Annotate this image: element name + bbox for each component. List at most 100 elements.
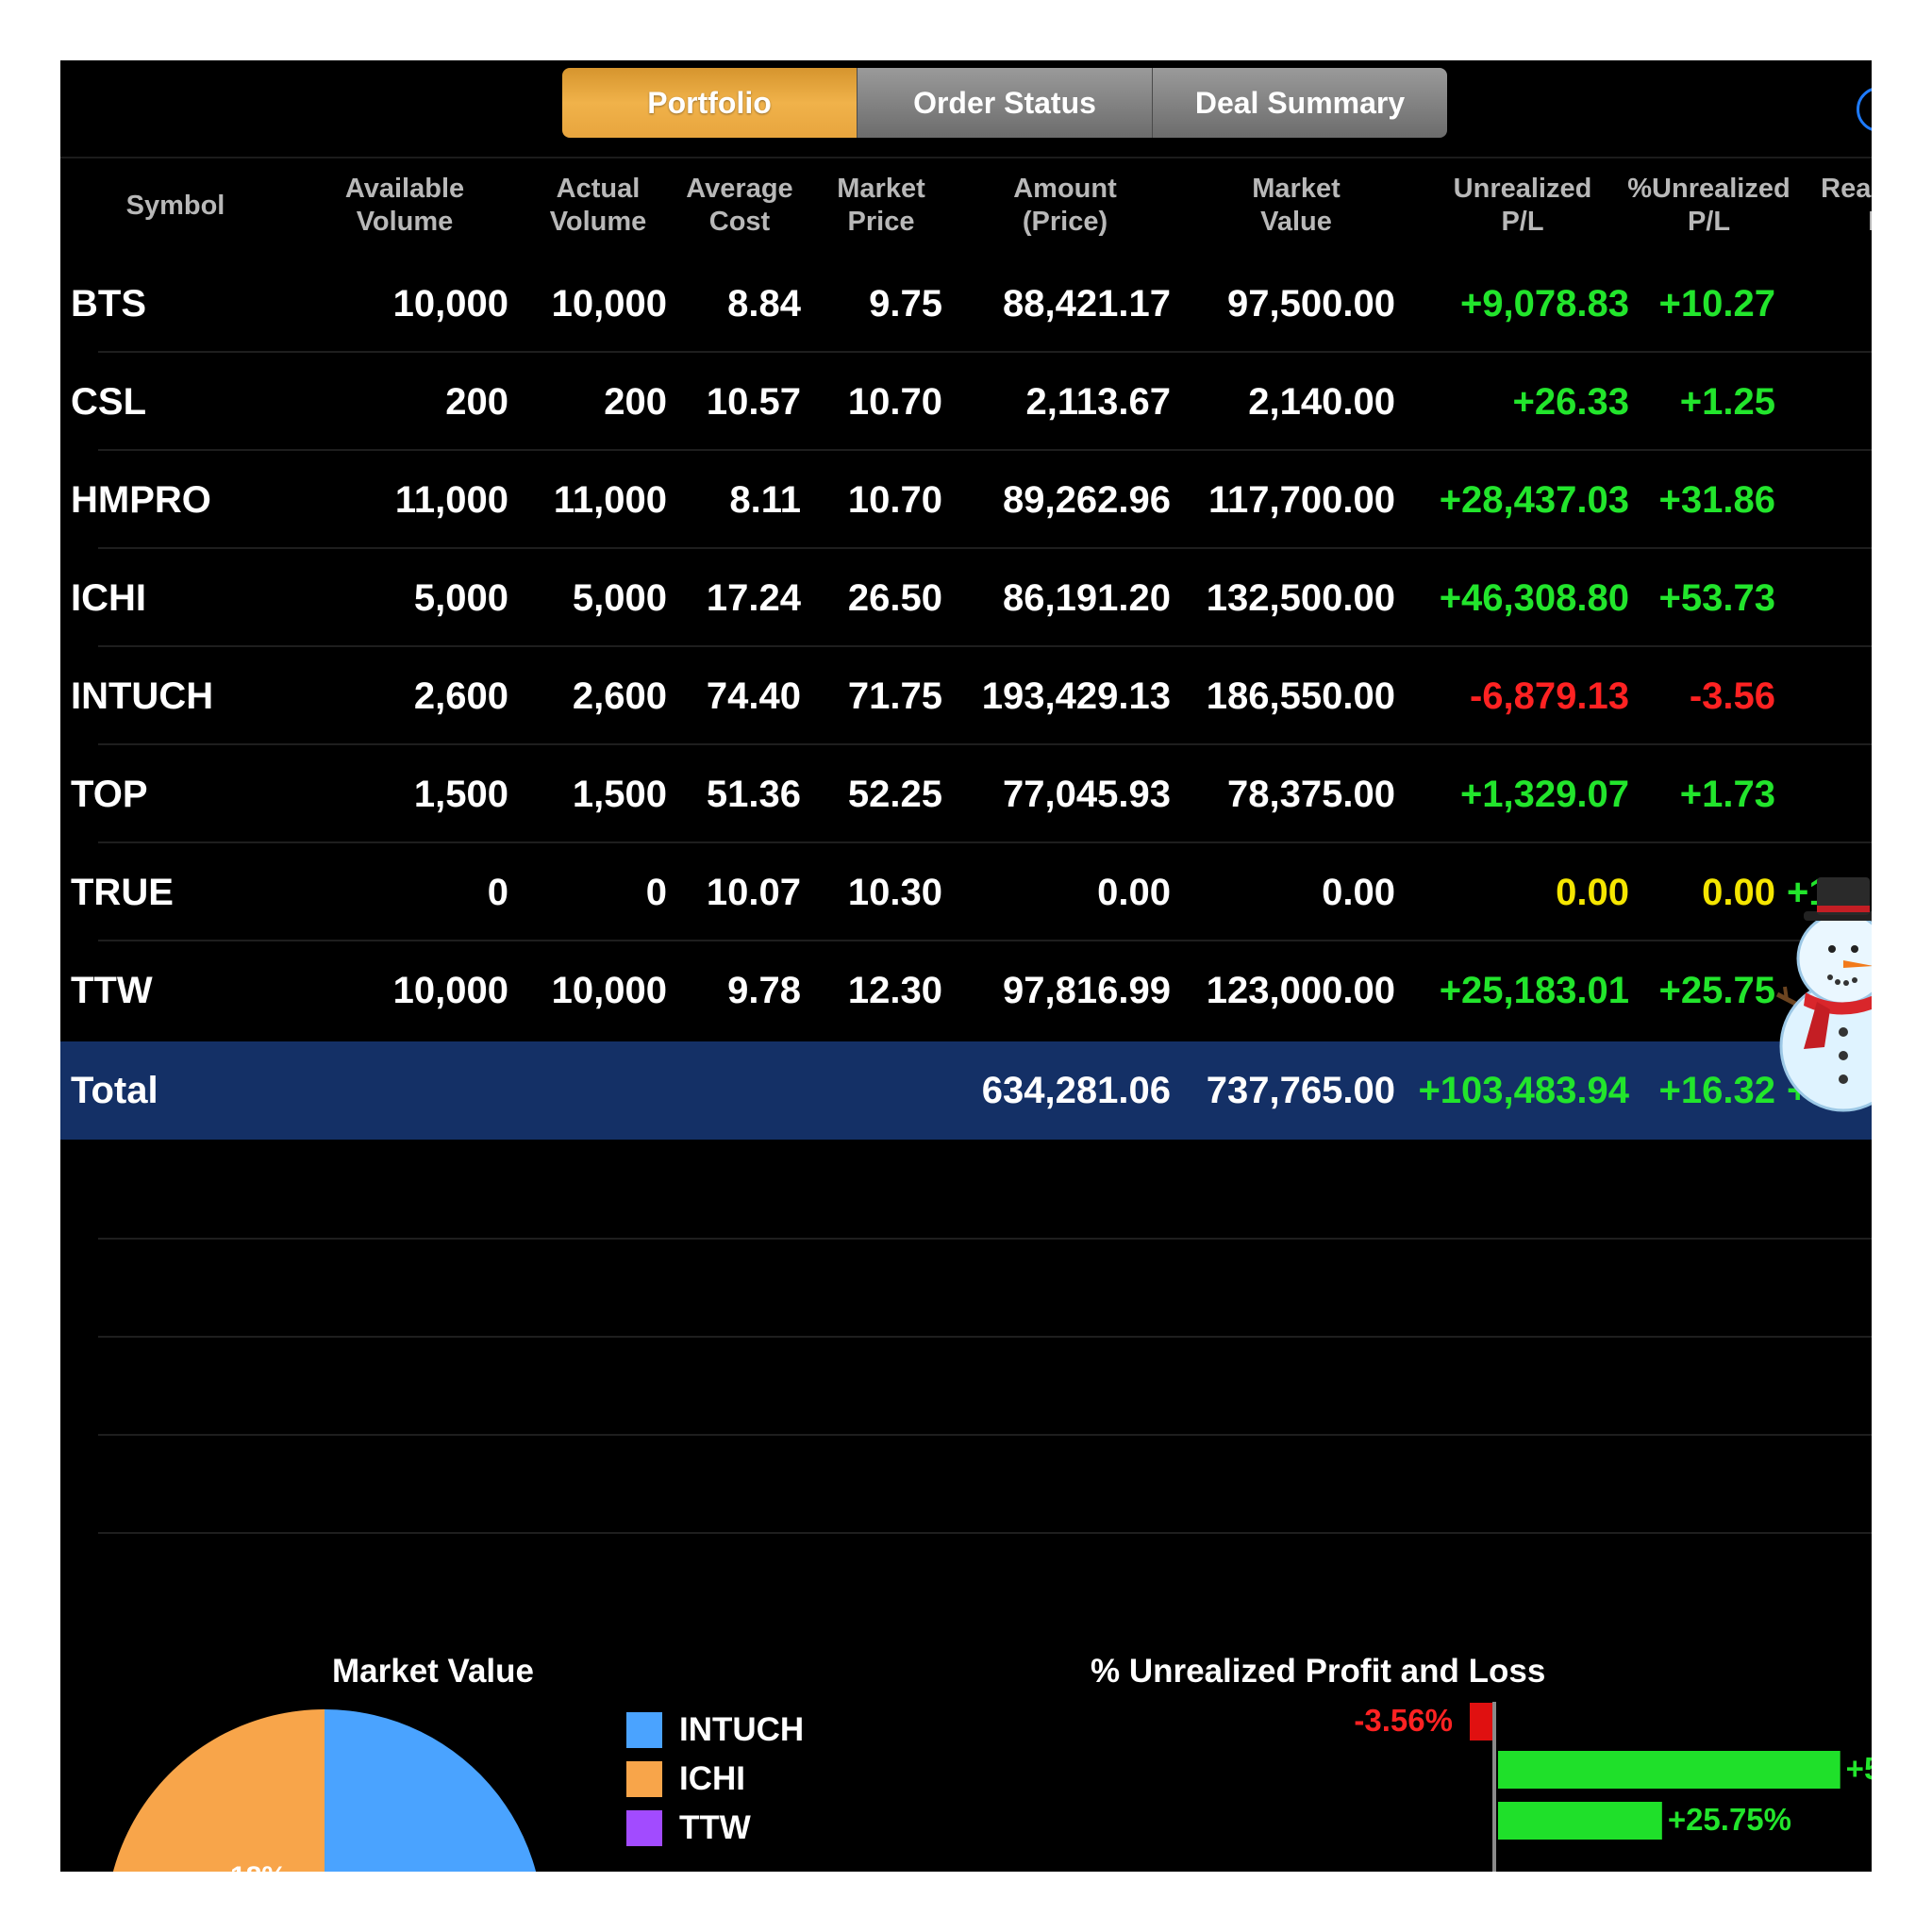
column-header-unrealized-pl[interactable]: Unrealized P/L (1424, 168, 1622, 243)
column-header-realized-pl[interactable]: Realized L (1796, 168, 1872, 243)
pie-slice-intuch (325, 1709, 537, 1872)
cell-actual-volume: 11,000 (553, 479, 667, 521)
cell-available-volume: 5,000 (413, 577, 508, 619)
tab-portfolio[interactable]: Portfolio (562, 68, 857, 138)
table-row[interactable]: TOP 1,500 1,500 51.36 52.25 77,045.93 78… (60, 745, 1872, 843)
cell-symbol: HMPRO (71, 479, 211, 521)
row-divider (98, 1238, 1872, 1240)
cell-amount: 77,045.93 (1003, 774, 1171, 815)
table-row[interactable]: INTUCH 2,600 2,600 74.40 71.75 193,429.1… (60, 647, 1872, 745)
column-header-actual-volume[interactable]: Actual Volume (523, 168, 674, 243)
cell-market-price: 26.50 (847, 577, 942, 619)
cell-average-cost: 74.40 (706, 675, 801, 717)
cell-unrealized-pl: +26.33 (1512, 381, 1629, 423)
cell-realized-pl: 0 (1775, 647, 1872, 745)
cell-amount: 86,191.20 (1003, 577, 1171, 619)
header-line: Symbol (125, 190, 225, 221)
unrealized-pl-bar-chart: -3.56% +53.7 +25.75% (1354, 1702, 1872, 1872)
cell-symbol: TOP (71, 774, 148, 815)
cell-actual-volume: 200 (604, 381, 667, 423)
legend-label: INTUCH (679, 1711, 805, 1748)
header-line: Cost (708, 207, 771, 237)
cell-unrealized-pl: +46,308.80 (1439, 577, 1629, 619)
cell-symbol: INTUCH (71, 675, 214, 717)
column-header-market-value[interactable]: Market Value (1221, 168, 1372, 243)
cell-available-volume: 200 (445, 381, 508, 423)
row-divider (98, 1532, 1872, 1534)
row-divider (98, 743, 1872, 745)
legend-swatch (626, 1810, 662, 1846)
bar-chart-title: % Unrealized Profit and Loss (1091, 1653, 1546, 1690)
cell-average-cost: 8.11 (729, 479, 801, 521)
table-row[interactable]: HMPRO 11,000 11,000 8.11 10.70 89,262.96… (60, 451, 1872, 549)
tab-deal-summary[interactable]: Deal Summary (1152, 68, 1447, 138)
table-row[interactable]: BTS 10,000 10,000 8.84 9.75 88,421.17 97… (60, 255, 1872, 353)
table-row[interactable]: TRUE 0 0 10.07 10.30 0.00 0.00 0.00 0.00… (60, 843, 1872, 941)
cell-pct-unrealized-pl: +1.73 (1679, 774, 1775, 815)
header-line: Unrealized (1453, 174, 1592, 204)
column-header-available-volume[interactable]: Available Volume (301, 168, 508, 243)
legend-item: TTW (626, 1809, 751, 1847)
header-line: Price (847, 207, 915, 237)
bar-ttw (1498, 1802, 1662, 1840)
header-line: Realized (1821, 174, 1872, 204)
cell-available-volume: 1,500 (413, 774, 508, 815)
header-line: Value (1260, 207, 1332, 237)
cell-realized-pl: 0 (1775, 255, 1872, 353)
cell-realized-pl: 0 (1775, 549, 1872, 647)
cell-amount: 2,113.67 (1025, 381, 1172, 423)
cell-pct-unrealized-pl: +10.27 (1658, 283, 1775, 325)
column-header-pct-unrealized-pl[interactable]: %Unrealized P/L (1622, 168, 1796, 243)
cell-unrealized-pl: +25,183.01 (1439, 970, 1629, 1011)
portfolio-screen: Portfolio Order Status Deal Summary Symb… (60, 60, 1872, 1872)
cell-unrealized-pl: -6,879.13 (1469, 675, 1629, 717)
column-header-amount[interactable]: Amount (Price) (980, 168, 1150, 243)
header-line: Actual (556, 174, 641, 204)
total-row: Total 634,281.06 737,765.00 +103,483.94 … (60, 1041, 1872, 1140)
cell-amount: 0.00 (1097, 872, 1171, 913)
table-row[interactable]: CSL 200 200 10.57 10.70 2,113.67 2,140.0… (60, 353, 1872, 451)
row-divider (98, 841, 1872, 843)
legend-item: INTUCH (626, 1711, 804, 1749)
pie-slice-label: 18% (230, 1861, 287, 1872)
cell-amount: 89,262.96 (1003, 479, 1171, 521)
row-divider (98, 351, 1872, 353)
bar-intuch (1469, 1703, 1492, 1740)
cell-actual-volume: 5,000 (572, 577, 667, 619)
cell-actual-volume: 10,000 (551, 970, 667, 1011)
cell-market-price: 12.30 (847, 970, 942, 1011)
bar-value-label: +53.7 (1846, 1751, 1872, 1786)
cell-market-value: 97,500.00 (1227, 283, 1395, 325)
cell-market-value: 186,550.00 (1206, 675, 1395, 717)
cell-actual-volume: 2,600 (572, 675, 667, 717)
cell-pct-unrealized-pl: +31.86 (1658, 479, 1775, 521)
cell-market-value: 117,700.00 (1208, 479, 1395, 521)
pie-slice-ichi (112, 1709, 325, 1872)
cell-amount: 193,429.13 (981, 675, 1171, 717)
cell-unrealized-pl: 0.00 (1556, 872, 1629, 913)
legend-swatch (626, 1712, 662, 1748)
cell-market-price: 52.25 (847, 774, 942, 815)
legend-label: TTW (679, 1809, 751, 1846)
total-market-value: 737,765.00 (1206, 1070, 1395, 1111)
header-line: Market (837, 174, 925, 204)
column-header-average-cost[interactable]: Average Cost (674, 168, 806, 243)
total-unrealized-pl: +103,483.94 (1418, 1070, 1629, 1111)
cell-average-cost: 8.84 (727, 283, 801, 325)
row-divider (98, 645, 1872, 647)
table-row[interactable]: ICHI 5,000 5,000 17.24 26.50 86,191.20 1… (60, 549, 1872, 647)
bar-value-label: +25.75% (1668, 1802, 1791, 1837)
tab-order-status[interactable]: Order Status (857, 68, 1152, 138)
pie-chart-title: Market Value (332, 1653, 534, 1690)
column-header-symbol[interactable]: Symbol (109, 168, 242, 243)
row-divider (98, 449, 1872, 451)
table-row[interactable]: TTW 10,000 10,000 9.78 12.30 97,816.99 1… (60, 941, 1872, 1040)
column-header-market-price[interactable]: Market Price (815, 168, 947, 243)
header-line: %Unrealized (1627, 174, 1790, 204)
cell-unrealized-pl: +9,078.83 (1459, 283, 1629, 325)
cell-pct-unrealized-pl: +1.25 (1679, 381, 1775, 423)
cell-market-price: 10.70 (847, 381, 942, 423)
bar-ichi (1498, 1751, 1840, 1789)
view-tabs: Portfolio Order Status Deal Summary (562, 68, 1447, 138)
refresh-icon[interactable] (1857, 87, 1872, 132)
